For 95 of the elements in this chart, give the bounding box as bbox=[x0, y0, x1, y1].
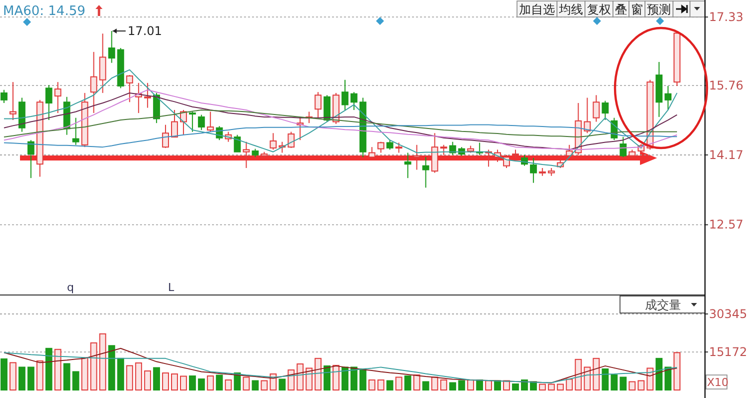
annotation: 17.01 bbox=[128, 24, 162, 38]
line-series bbox=[4, 109, 678, 138]
annotation: 均线 bbox=[558, 2, 583, 16]
bar bbox=[566, 378, 573, 390]
candlestick bbox=[404, 152, 412, 179]
y-tick-label: 15172 bbox=[709, 344, 748, 359]
annotation: 复权 bbox=[587, 2, 611, 16]
candlestick bbox=[108, 30, 116, 64]
bar bbox=[117, 358, 124, 390]
y-tick-label: 17.33 bbox=[709, 10, 744, 24]
dropdown-field: 成交量 bbox=[620, 296, 706, 314]
annotation: 预测 bbox=[647, 2, 671, 16]
bar bbox=[467, 379, 474, 390]
bar bbox=[126, 365, 134, 390]
bar bbox=[108, 345, 116, 390]
bar bbox=[278, 378, 286, 390]
candlestick bbox=[90, 51, 98, 114]
bar bbox=[602, 368, 609, 390]
annotation: 加自选 bbox=[519, 2, 555, 16]
bar bbox=[198, 378, 205, 390]
bar bbox=[556, 384, 564, 390]
bar bbox=[368, 379, 376, 390]
y-tick-label: 12.57 bbox=[709, 218, 744, 232]
bar bbox=[350, 366, 358, 390]
bar bbox=[386, 380, 394, 390]
annotation: 叠 bbox=[615, 2, 627, 16]
bar bbox=[242, 376, 250, 390]
bar bbox=[18, 366, 26, 390]
candlestick bbox=[422, 156, 430, 188]
candlestick bbox=[99, 33, 106, 94]
bar bbox=[422, 381, 430, 390]
bar bbox=[252, 380, 259, 390]
bar bbox=[520, 379, 528, 390]
bar bbox=[620, 376, 627, 390]
bar bbox=[180, 376, 187, 390]
bar bbox=[359, 368, 366, 390]
bar bbox=[72, 371, 80, 390]
annotation: 窗 bbox=[631, 2, 643, 16]
y-tick-label: 15.76 bbox=[709, 78, 744, 93]
bar bbox=[404, 375, 412, 390]
bar bbox=[260, 380, 268, 390]
bar bbox=[377, 379, 384, 390]
bar bbox=[440, 379, 448, 390]
bar bbox=[512, 383, 519, 390]
bar bbox=[162, 372, 169, 390]
bar bbox=[54, 348, 62, 390]
bar bbox=[206, 375, 214, 390]
bar bbox=[538, 384, 546, 390]
y-tick-label: 14.17 bbox=[709, 148, 744, 162]
bar bbox=[224, 379, 232, 390]
candlestick bbox=[656, 61, 663, 118]
bar bbox=[296, 363, 304, 390]
bar bbox=[153, 367, 160, 390]
bar bbox=[63, 363, 70, 390]
bar bbox=[144, 370, 152, 390]
bar bbox=[216, 374, 223, 390]
bar bbox=[656, 358, 663, 390]
text: X10 bbox=[707, 376, 729, 389]
candlestick bbox=[54, 82, 62, 114]
bar bbox=[45, 348, 52, 390]
bar bbox=[27, 366, 34, 390]
annotation: 成交量 bbox=[645, 298, 681, 312]
bar bbox=[646, 368, 654, 390]
bar bbox=[610, 374, 618, 390]
bar bbox=[476, 379, 484, 390]
bar bbox=[395, 376, 402, 390]
candlestick bbox=[664, 85, 672, 110]
bar bbox=[458, 380, 466, 390]
bar bbox=[449, 382, 456, 390]
candlestick bbox=[144, 82, 152, 108]
bar bbox=[0, 358, 8, 390]
bar bbox=[314, 358, 322, 390]
bar bbox=[171, 373, 178, 390]
bar bbox=[638, 380, 645, 390]
bar bbox=[324, 365, 330, 390]
candlestick bbox=[342, 79, 348, 110]
bar bbox=[10, 362, 16, 390]
bar bbox=[628, 381, 636, 390]
bar bbox=[485, 380, 492, 390]
bar bbox=[674, 352, 680, 390]
bar bbox=[548, 384, 555, 390]
annotation: MA60: 14.59 bbox=[3, 4, 86, 19]
bar bbox=[664, 366, 672, 390]
bar bbox=[99, 333, 106, 390]
bar bbox=[574, 358, 582, 390]
annotation: L bbox=[168, 281, 175, 294]
bar bbox=[188, 375, 196, 390]
annotation: q bbox=[67, 281, 74, 294]
bar bbox=[342, 366, 348, 390]
bar bbox=[288, 369, 295, 390]
bar bbox=[81, 357, 88, 390]
y-tick-label: 30345 bbox=[709, 306, 748, 321]
bar bbox=[90, 342, 98, 390]
bar bbox=[36, 360, 44, 390]
bar bbox=[135, 362, 142, 390]
